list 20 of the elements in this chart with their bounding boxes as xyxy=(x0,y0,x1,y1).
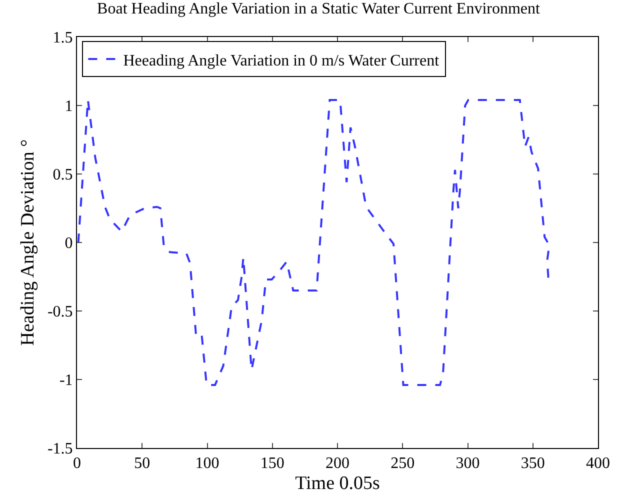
y-tick-label: 0 xyxy=(64,235,73,252)
y-tick-label: -1.5 xyxy=(47,440,73,458)
y-tick-label: -0.5 xyxy=(47,304,73,321)
x-tick-label: 300 xyxy=(456,455,480,472)
x-axis-title: Time 0.05s xyxy=(295,473,380,494)
y-tick-label: 0.5 xyxy=(52,166,73,184)
x-tick-label: 150 xyxy=(260,455,284,472)
y-axis-title: Heading Angle Deviation ° xyxy=(17,139,38,346)
x-tick-label: 250 xyxy=(390,455,415,472)
line-series xyxy=(77,99,550,386)
x-tick-label: 400 xyxy=(586,455,610,472)
x-tick-label: 50 xyxy=(134,455,150,472)
y-tick-label: -1 xyxy=(59,372,73,390)
legend-label: Heeading Angle Variation in 0 m/s Water Current xyxy=(123,52,440,70)
chart-title: Boat Heading Angle Variation in a Static Water Current Environment xyxy=(97,0,541,18)
y-tick-label: 1 xyxy=(64,98,73,116)
x-tick-label: 100 xyxy=(195,455,220,472)
y-tick-label: 1.5 xyxy=(52,30,73,47)
x-tick-label: 200 xyxy=(326,455,350,472)
x-tick-label: 350 xyxy=(520,455,545,472)
